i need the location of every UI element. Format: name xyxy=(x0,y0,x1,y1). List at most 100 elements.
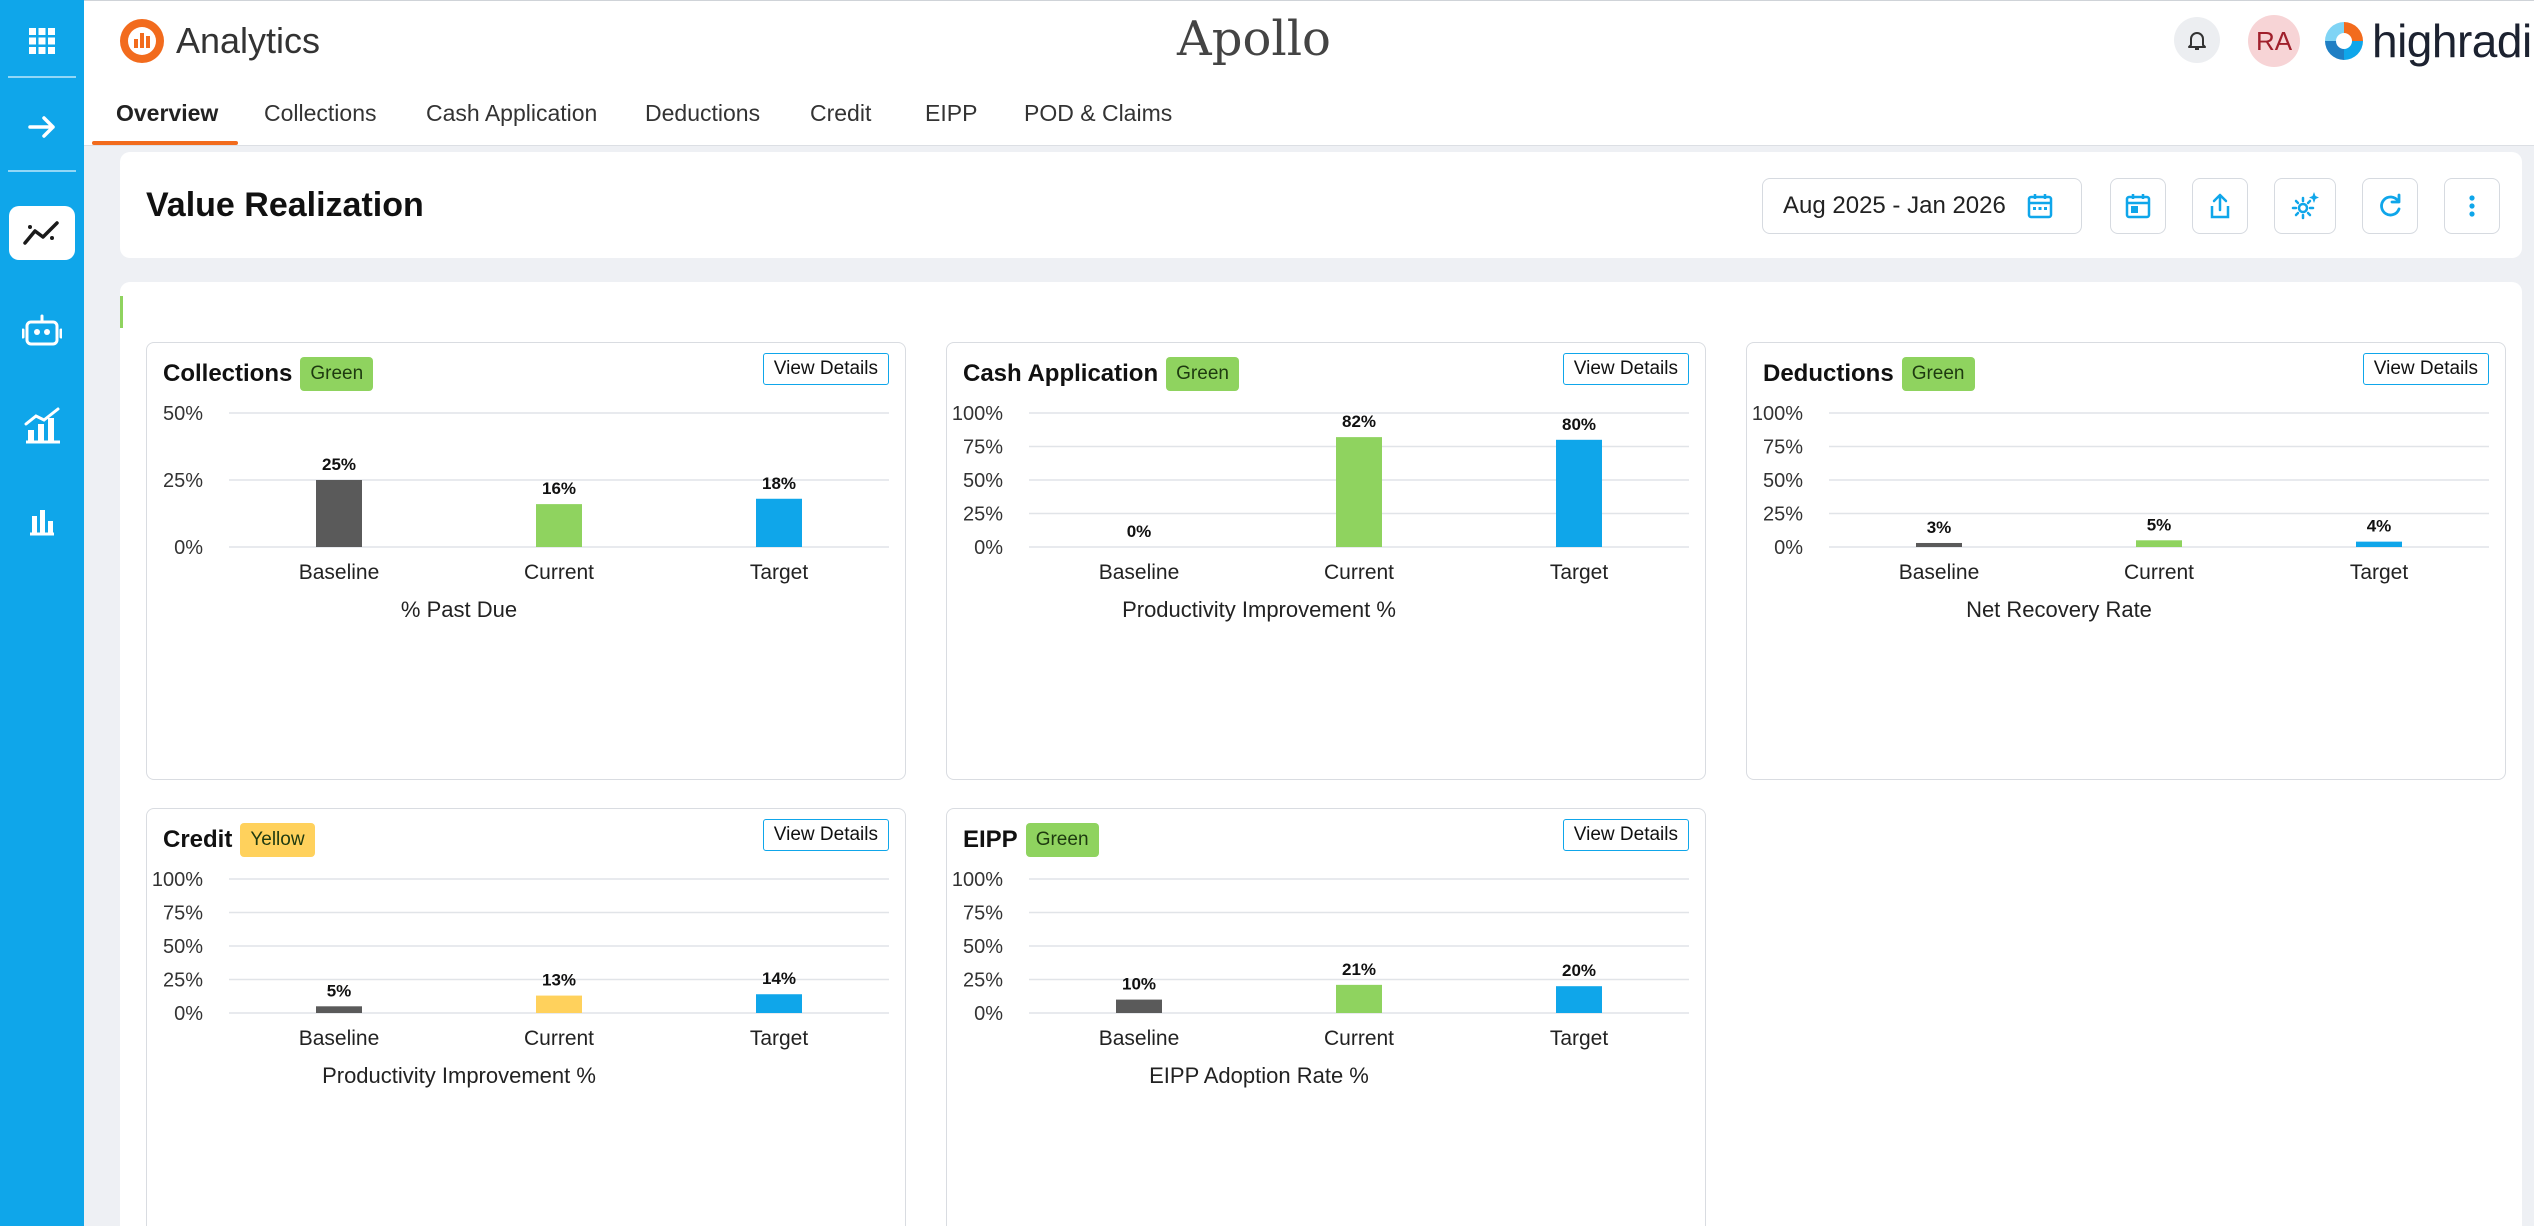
arrow-right-icon[interactable] xyxy=(9,100,75,154)
gear-icon xyxy=(2291,192,2319,220)
growth-chart-icon[interactable] xyxy=(9,398,75,452)
data-label: 80% xyxy=(1562,415,1596,434)
y-tick-label: 100% xyxy=(1752,403,1803,425)
data-label: 5% xyxy=(327,981,352,1000)
apollo-logo: Apollo xyxy=(1176,11,1331,67)
credit-card: Credit Yellow View Details 100% 75% 50% 25%… xyxy=(146,808,906,1226)
view-details-button[interactable]: View Details xyxy=(1562,353,1689,385)
deductions-bar-chart: 100% 75% 50% 25% 0% 3% Baseline 5% Current 4% Targ… xyxy=(1752,403,2489,622)
cash-application-bar-chart: 100% 75% 50% 25% 0% 0% Baseline 82% Current 80% Ta… xyxy=(952,403,1689,622)
x-tick-label: Current xyxy=(1324,1027,1394,1050)
data-label: 20% xyxy=(1562,961,1596,980)
tab-collections[interactable]: Collections xyxy=(264,100,377,126)
y-tick-label: 0% xyxy=(1774,537,1803,559)
app-name: Analytics xyxy=(176,20,321,61)
card-title: Collections xyxy=(163,360,293,387)
page-header: Value Realization Aug 2025 - Jan 2026 xyxy=(120,152,2522,258)
y-tick-label: 100% xyxy=(952,869,1003,891)
user-avatar[interactable]: RA xyxy=(2248,15,2300,67)
bar-target[interactable] xyxy=(1556,439,1602,547)
trend-line-icon[interactable] xyxy=(9,206,75,260)
data-label: 13% xyxy=(542,971,576,990)
calendar-event-button[interactable] xyxy=(2110,178,2166,234)
status-badge: Green xyxy=(1901,357,1975,391)
bar-baseline[interactable] xyxy=(316,1006,362,1013)
notifications-button[interactable] xyxy=(2174,17,2220,63)
y-tick-label: 0% xyxy=(974,537,1003,559)
page-title: Value Realization xyxy=(146,186,424,224)
tab-bar: Overview Collections Cash Application De… xyxy=(84,78,2534,146)
x-tick-label: Target xyxy=(2350,561,2409,584)
x-tick-label: Baseline xyxy=(299,561,380,584)
bar-baseline[interactable] xyxy=(1916,542,1962,547)
y-tick-label: 75% xyxy=(163,903,203,925)
bar-current[interactable] xyxy=(536,504,582,547)
share-icon xyxy=(2210,193,2230,219)
tab-pod-claims[interactable]: POD & Claims xyxy=(1024,100,1173,126)
tab-overview[interactable]: Overview xyxy=(116,100,219,126)
active-tab-indicator xyxy=(92,141,238,145)
y-tick-label: 50% xyxy=(963,470,1003,492)
tab-eipp[interactable]: EIPP xyxy=(925,100,978,126)
tab-cash-application[interactable]: Cash Application xyxy=(426,100,598,126)
bar-target[interactable] xyxy=(1556,986,1602,1013)
tab-credit[interactable]: Credit xyxy=(810,100,872,126)
y-tick-label: 0% xyxy=(974,1003,1003,1025)
view-details-button[interactable]: View Details xyxy=(1562,819,1689,851)
bar-current[interactable] xyxy=(1336,984,1382,1013)
analytics-logo-icon xyxy=(120,19,164,63)
y-tick-label: 100% xyxy=(152,869,203,891)
x-tick-label: Target xyxy=(1550,1027,1609,1050)
y-tick-label: 75% xyxy=(1763,437,1803,459)
x-tick-label: Current xyxy=(524,561,594,584)
y-tick-label: 50% xyxy=(963,936,1003,958)
more-options-button[interactable] xyxy=(2444,178,2500,234)
deductions-card: Deductions Green View Details 100% 75% 50%… xyxy=(1746,342,2506,780)
apps-grid-icon[interactable] xyxy=(9,14,75,68)
value-realization-panel: Collections Green View Details 50% 25% 0% 2… xyxy=(120,282,2522,1226)
bar-target[interactable] xyxy=(756,498,802,547)
view-details-button[interactable]: View Details xyxy=(762,353,889,385)
view-details-button[interactable]: View Details xyxy=(2362,353,2489,385)
card-title: EIPP xyxy=(963,826,1018,853)
highradius-mark-icon xyxy=(2325,22,2363,60)
x-tick-label: Target xyxy=(1550,561,1609,584)
data-label: 3% xyxy=(1927,518,1952,537)
data-label: 16% xyxy=(542,479,576,498)
highradius-logo: highradius xyxy=(2322,13,2534,69)
bar-current[interactable] xyxy=(2136,540,2182,547)
x-tick-label: Target xyxy=(750,1027,809,1050)
credit-bar-chart: 100% 75% 50% 25% 0% 5% Baseline 13% Current 14% Ta… xyxy=(152,869,889,1088)
x-tick-label: Baseline xyxy=(1899,561,1980,584)
card-title: Deductions xyxy=(1763,360,1894,387)
y-tick-label: 25% xyxy=(163,970,203,992)
date-range-value: Aug 2025 - Jan 2026 xyxy=(1783,192,2006,219)
x-tick-label: Baseline xyxy=(1099,561,1180,584)
bar-target[interactable] xyxy=(756,994,802,1013)
bar-target[interactable] xyxy=(2356,541,2402,547)
settings-button[interactable] xyxy=(2274,178,2336,234)
x-axis-label: Net Recovery Rate xyxy=(1966,597,2152,622)
refresh-icon xyxy=(2380,193,2401,217)
y-tick-label: 75% xyxy=(963,903,1003,925)
robot-icon[interactable] xyxy=(9,304,75,358)
refresh-button[interactable] xyxy=(2362,178,2418,234)
bar-current[interactable] xyxy=(536,995,582,1013)
bar-baseline[interactable] xyxy=(1116,999,1162,1013)
tab-deductions[interactable]: Deductions xyxy=(645,100,761,126)
left-rail xyxy=(0,0,84,1226)
data-label: 0% xyxy=(1127,522,1152,541)
eipp-bar-chart: 100% 75% 50% 25% 0% 10% Baseline 21% Current 20% T… xyxy=(952,869,1689,1088)
view-details-button[interactable]: View Details xyxy=(762,819,889,851)
x-axis-label: EIPP Adoption Rate % xyxy=(1149,1063,1369,1088)
y-tick-label: 25% xyxy=(1763,504,1803,526)
bar-current[interactable] xyxy=(1336,437,1382,547)
bar-baseline[interactable] xyxy=(316,480,362,547)
x-tick-label: Current xyxy=(524,1027,594,1050)
date-range-picker[interactable]: Aug 2025 - Jan 2026 xyxy=(1762,178,2082,234)
collections-bar-chart: 50% 25% 0% 25% Baseline 16% Current 18% Target % … xyxy=(163,403,889,622)
bar-chart-icon[interactable] xyxy=(9,494,75,548)
x-tick-label: Baseline xyxy=(299,1027,380,1050)
share-button[interactable] xyxy=(2192,178,2248,234)
data-label: 5% xyxy=(2147,515,2172,534)
